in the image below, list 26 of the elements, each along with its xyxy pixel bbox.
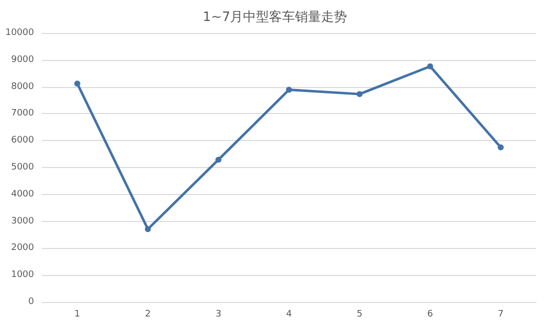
x-tick-label: 5 — [356, 310, 362, 320]
y-tick-label: 2000 — [11, 243, 34, 254]
point — [498, 144, 504, 150]
chart-title: 1~7月中型客车销量走势 — [202, 9, 348, 25]
point — [144, 226, 151, 232]
point — [74, 80, 80, 87]
y-tick-label: 8000 — [11, 82, 34, 92]
y-tick-label: 5000 — [11, 162, 34, 172]
x-tick-label: 2 — [144, 310, 151, 320]
point — [427, 63, 434, 70]
y-tick-label: 7000 — [11, 108, 34, 119]
y-tick-label: 1000 — [11, 270, 34, 280]
y-tick-label: 9000 — [11, 54, 34, 65]
point — [286, 86, 292, 93]
y-tick-label: 0 — [28, 297, 34, 307]
y-tick-label: 3000 — [11, 216, 34, 226]
point — [215, 156, 222, 163]
x-tick-label: 4 — [286, 310, 292, 320]
x-tick-label: 6 — [427, 310, 434, 320]
y-tick-label: 10000 — [5, 28, 34, 38]
y-tick-label: 6000 — [11, 136, 34, 146]
x-tick-label: 7 — [498, 310, 504, 320]
y-tick-label: 4000 — [11, 189, 34, 200]
x-tick-label: 1 — [74, 310, 80, 320]
x-tick-label: 3 — [216, 310, 222, 320]
point — [356, 91, 363, 98]
